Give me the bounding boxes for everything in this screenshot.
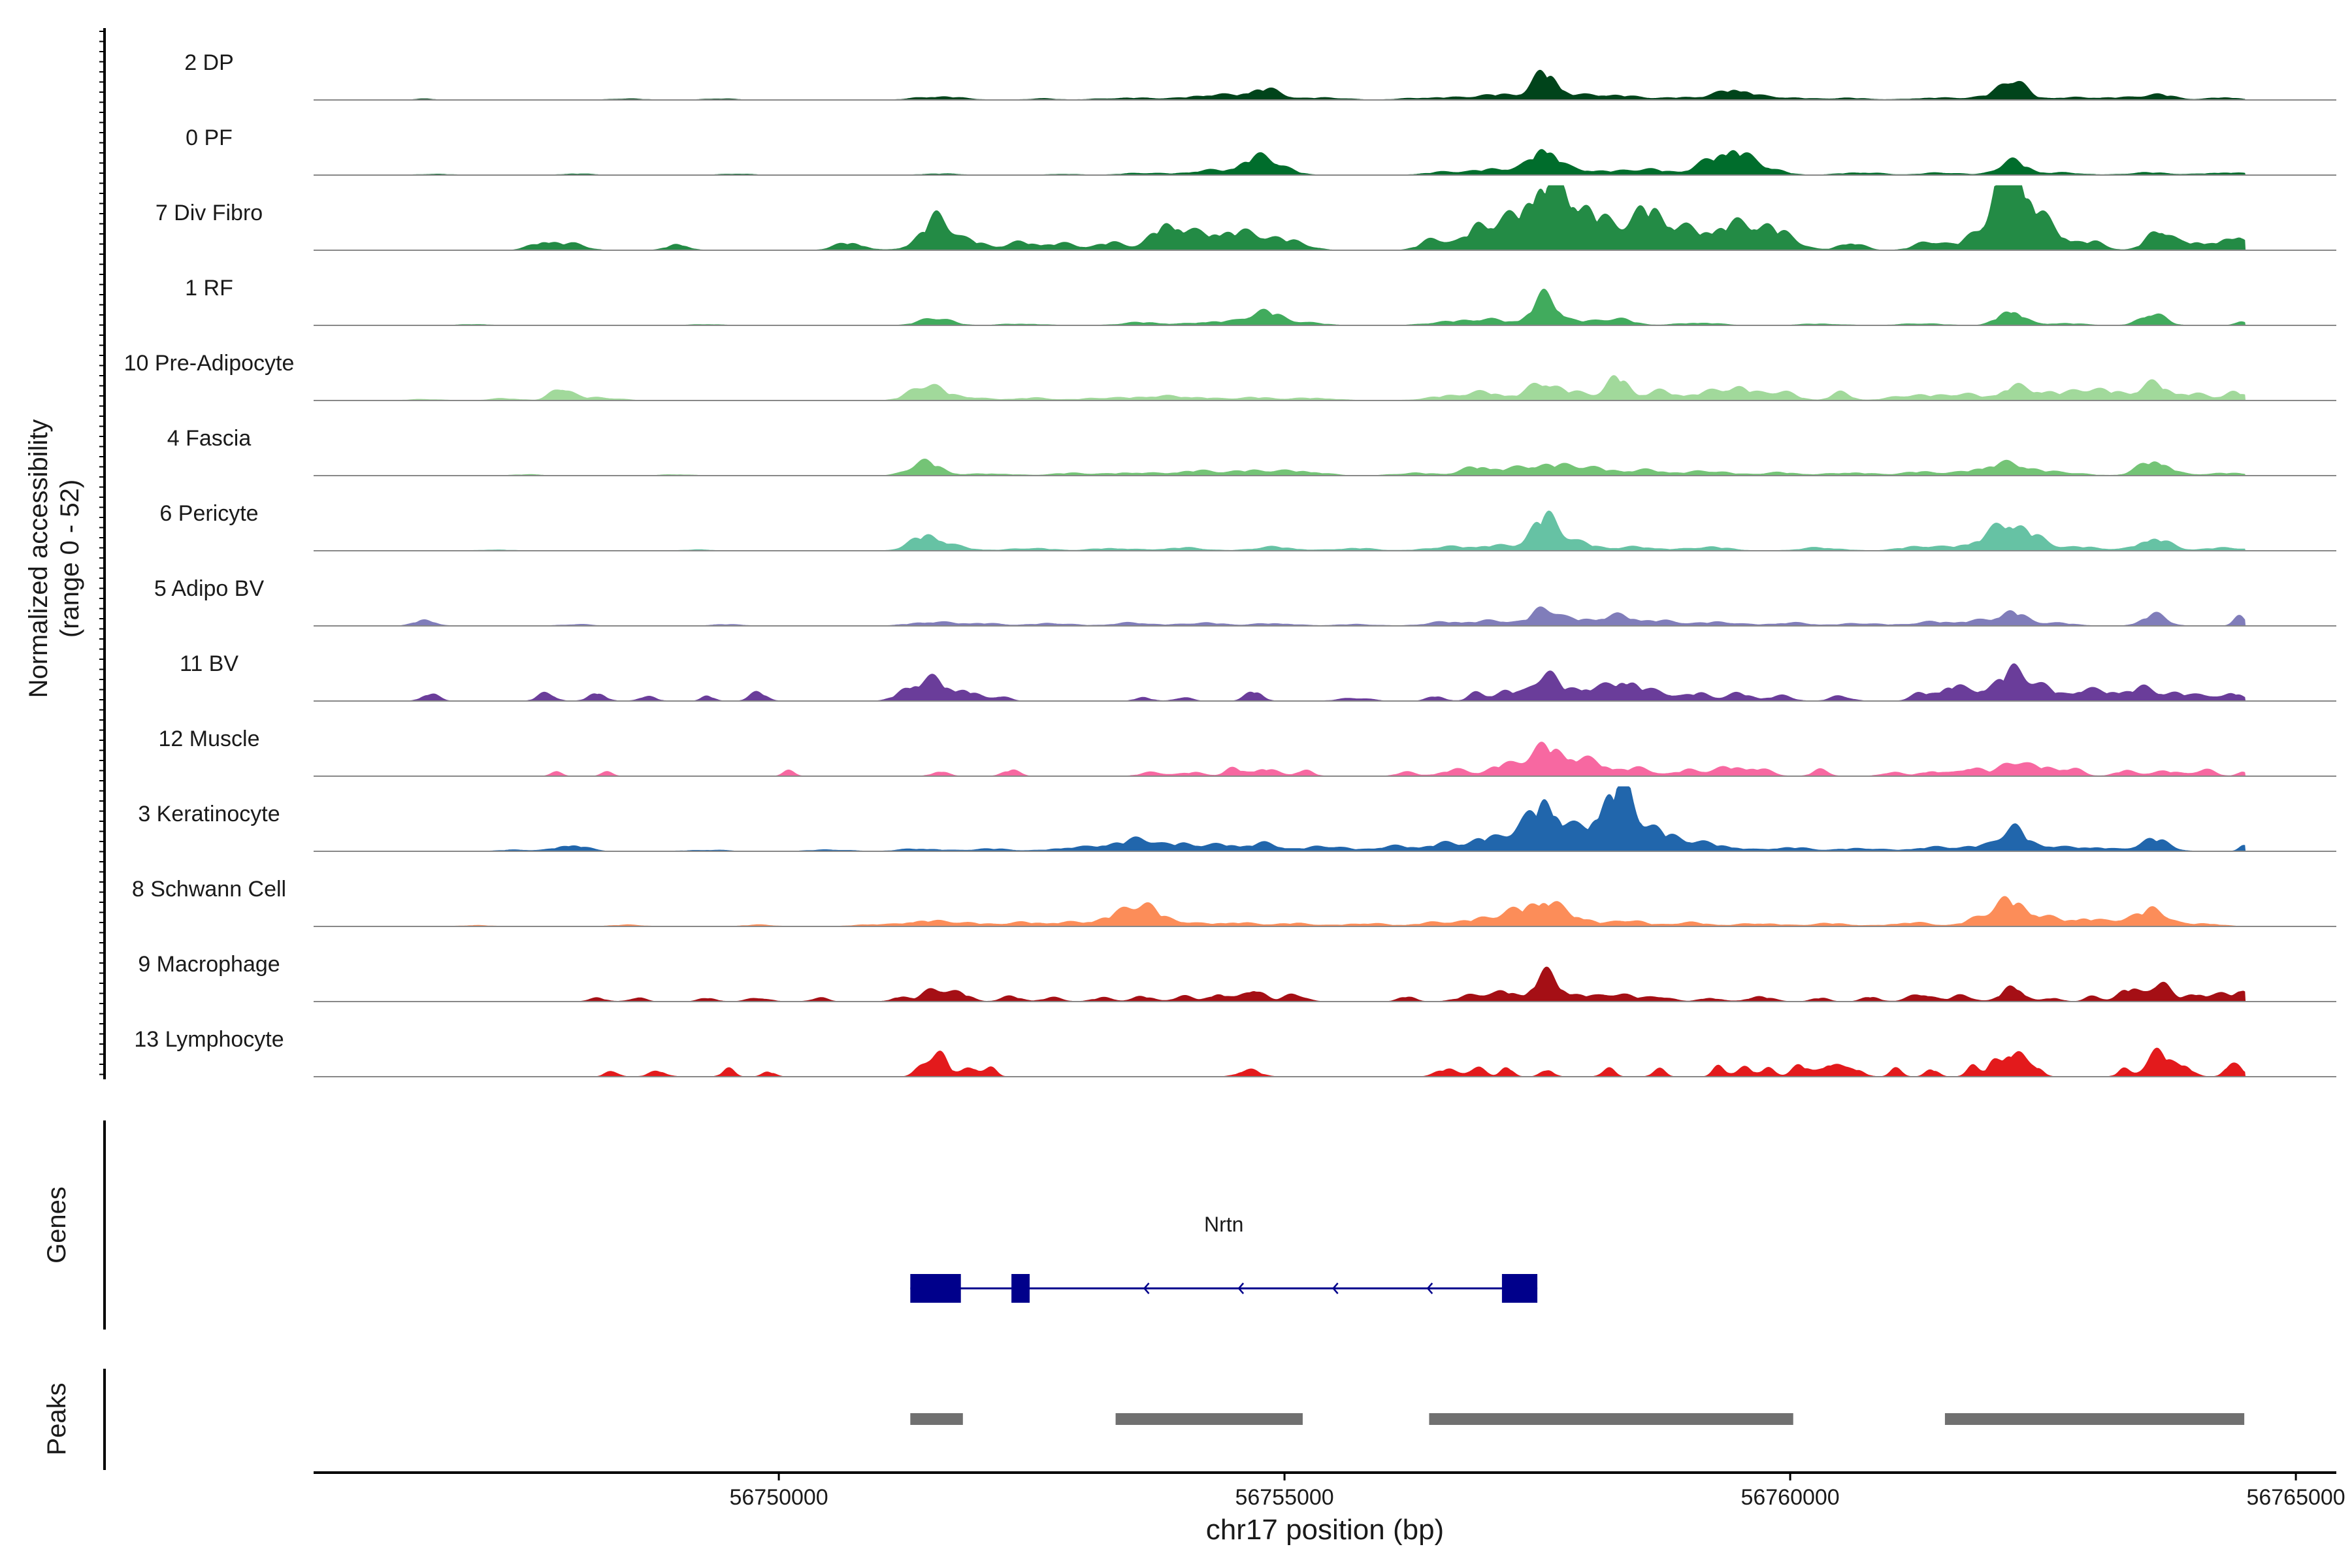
- series-label: 6 Pericyte: [159, 501, 258, 526]
- peak-region: [910, 1413, 963, 1425]
- series-area: [314, 510, 2246, 551]
- series-area: [314, 786, 2246, 852]
- track-0-pf: 0 PF: [186, 125, 2336, 176]
- series-label: 1 RF: [185, 276, 233, 301]
- gene-label: Nrtn: [1204, 1213, 1243, 1236]
- series-area: [314, 1047, 2246, 1077]
- genes-ylabel: Genes: [42, 1186, 71, 1264]
- x-tick-label: 56755000: [1235, 1485, 1333, 1510]
- coverage-axis-ticks: [99, 31, 105, 1075]
- series-area: [314, 458, 2246, 476]
- series-area: [314, 375, 2246, 401]
- gene-exon: [910, 1274, 961, 1303]
- gene-exon: [1011, 1274, 1030, 1303]
- series-area: [314, 966, 2246, 1002]
- x-tick-label: 56760000: [1740, 1485, 1839, 1510]
- track-3-keratinocyte: 3 Keratinocyte: [138, 786, 2336, 852]
- x-tick-label: 56765000: [2246, 1485, 2345, 1510]
- coverage-panel: 2 DP 0 PF 7 Div Fibro 1 RF 10 Pre-Adipocyte 4…: [99, 28, 2336, 1079]
- series-label: 12 Muscle: [159, 727, 260, 751]
- track-1-rf: 1 RF: [185, 276, 2336, 326]
- peak-region: [1115, 1413, 1303, 1425]
- series-area: [314, 185, 2246, 251]
- peaks-ylabel: Peaks: [42, 1382, 71, 1455]
- series-label: 4 Fascia: [167, 426, 252, 451]
- series-label: 0 PF: [186, 125, 233, 150]
- series-label: 9 Macrophage: [138, 952, 280, 977]
- series-area: [314, 288, 2246, 326]
- track-8-schwann-cell: 8 Schwann Cell: [132, 877, 2336, 927]
- strand-arrow: [1426, 1282, 1433, 1294]
- strand-arrow: [1332, 1282, 1339, 1294]
- peak-region: [1944, 1413, 2245, 1425]
- genes-panel: Nrtn: [103, 1120, 1538, 1330]
- gene-exon: [1501, 1274, 1538, 1303]
- strand-arrow: [1237, 1282, 1245, 1294]
- series-label: 2 DP: [184, 50, 234, 75]
- series-label: 3 Keratinocyte: [138, 802, 280, 826]
- gene-nrtn: Nrtn: [910, 1213, 1538, 1303]
- track-6-pericyte: 6 Pericyte: [159, 501, 2336, 551]
- series-area: [314, 742, 2246, 777]
- peaks-panel: [103, 1369, 2245, 1470]
- track-13-lymphocyte: 13 Lymphocyte: [134, 1027, 2336, 1077]
- coverage-ylabel-line2: (range 0 - 52): [56, 480, 84, 638]
- strand-arrow: [1143, 1282, 1150, 1294]
- series-area: [314, 896, 2246, 927]
- series-label: 7 Div Fibro: [155, 201, 263, 225]
- x-axis-label: chr17 position (bp): [1206, 1514, 1444, 1546]
- track-11-bv: 11 BV: [180, 651, 2336, 702]
- track-7-div-fibro: 7 Div Fibro: [155, 185, 2336, 251]
- series-area: [314, 149, 2246, 176]
- track-9-macrophage: 9 Macrophage: [138, 952, 2336, 1002]
- peak-region: [1429, 1413, 1793, 1425]
- series-label: 10 Pre-Adipocyte: [124, 351, 295, 376]
- coverage-ylabel-line1: Normalized accessibility: [24, 419, 53, 698]
- series-label: 5 Adipo BV: [154, 576, 265, 601]
- x-axis: 56750000 56755000 56760000 56765000: [314, 1471, 2345, 1510]
- series-area: [314, 606, 2246, 627]
- series-area: [314, 663, 2246, 702]
- track-2-dp: 2 DP: [184, 50, 2336, 101]
- series-label: 8 Schwann Cell: [132, 877, 286, 902]
- x-tick-label: 56750000: [729, 1485, 828, 1510]
- series-label: 11 BV: [180, 651, 238, 676]
- series-label: 13 Lymphocyte: [134, 1027, 284, 1052]
- track-10-pre-adipocyte: 10 Pre-Adipocyte: [124, 351, 2336, 401]
- track-4-fascia: 4 Fascia: [167, 426, 2336, 476]
- track-5-adipo-bv: 5 Adipo BV: [154, 576, 2336, 627]
- series-area: [314, 69, 2246, 101]
- track-12-muscle: 12 Muscle: [159, 727, 2336, 777]
